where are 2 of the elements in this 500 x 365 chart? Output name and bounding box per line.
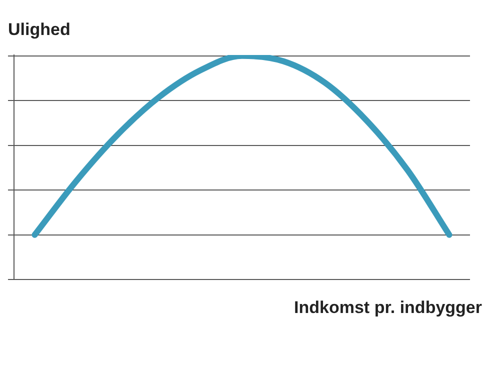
y-axis-title: Ulighed — [8, 20, 70, 40]
x-axis-title: Indkomst pr. indbygger — [294, 298, 482, 318]
